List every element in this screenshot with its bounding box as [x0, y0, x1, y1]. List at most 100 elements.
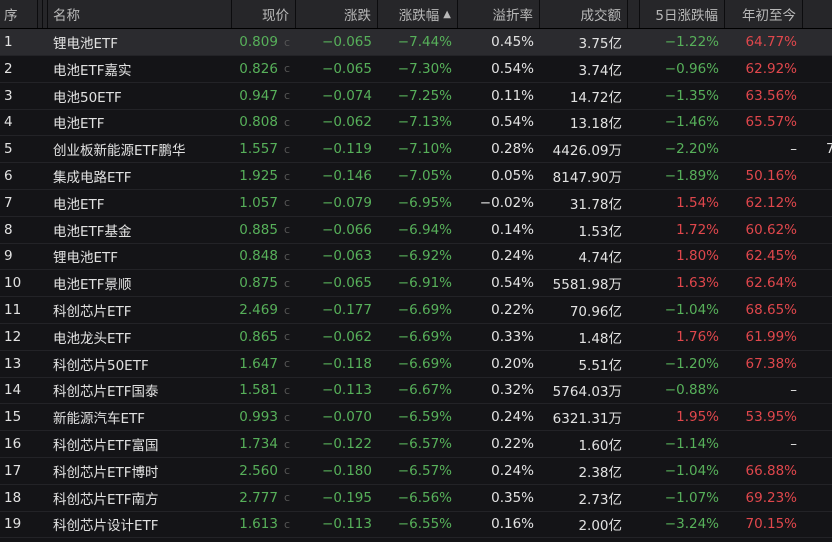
- table-row[interactable]: 1 锂电池ETF 0.809 c −0.065 −7.44% 0.45% 3.75亿 −1.22…: [0, 29, 832, 56]
- row-ytd: 50.16%: [745, 168, 797, 184]
- row-seq: 1: [4, 34, 13, 50]
- row-ytd: 70.15%: [745, 516, 797, 533]
- table-row[interactable]: 11 科创芯片ETF 2.469 c −0.177 −6.69% 0.22% 70.96亿 −1…: [0, 297, 832, 324]
- row-premium: 0.22%: [491, 436, 534, 452]
- row-change: −0.122: [322, 436, 372, 452]
- table-row[interactable]: 10 电池ETF景顺 0.875 c −0.065 −6.91% 0.54% 5581.98万…: [0, 270, 832, 298]
- row-price-value: 1.647: [239, 355, 278, 372]
- row-change-pct: −6.91%: [397, 275, 452, 292]
- row-price-flag: c: [283, 383, 290, 397]
- row-five-day: −1.14%: [664, 436, 719, 452]
- row-price: 1.925 c: [232, 163, 296, 189]
- row-change-pct: −6.92%: [397, 248, 452, 265]
- row-ytd: 69.23%: [745, 489, 797, 506]
- row-price: 0.885 c: [232, 217, 296, 243]
- row-change: −0.066: [322, 221, 372, 238]
- row-change: −0.065: [322, 60, 372, 77]
- row-premium: 0.28%: [491, 141, 534, 158]
- col-five-day[interactable]: 5日涨跌幅: [640, 0, 725, 28]
- sort-ascending-icon: ▲: [443, 8, 451, 20]
- row-change: −0.118: [322, 355, 372, 372]
- table-row[interactable]: 6 集成电路ETF 1.925 c −0.146 −7.05% 0.05% 8147.90万 −…: [0, 163, 832, 190]
- row-volume: 5764.03万: [552, 384, 622, 401]
- row-ytd: 68.65%: [745, 302, 797, 318]
- col-price[interactable]: 现价: [232, 0, 296, 28]
- col-name[interactable]: 名称: [48, 0, 232, 28]
- row-volume: 2.38亿: [578, 464, 622, 481]
- col-volume[interactable]: 成交额: [540, 0, 628, 28]
- row-five-day: −0.88%: [664, 382, 719, 399]
- row-volume: 6321.31万: [552, 411, 622, 428]
- table-row[interactable]: 16 科创芯片ETF富国 1.734 c −0.122 −6.57% 0.22% 1.60亿 −…: [0, 431, 832, 458]
- row-change-pct: −7.10%: [397, 141, 452, 158]
- table-row[interactable]: 4 电池ETF 0.808 c −0.062 −7.13% 0.54% 13.18亿 −1.46…: [0, 109, 832, 137]
- col-price-label: 现价: [262, 8, 289, 24]
- row-change-pct: −6.55%: [397, 516, 452, 533]
- row-ytd: 62.45%: [745, 248, 797, 265]
- table-row[interactable]: 13 科创芯片50ETF 1.647 c −0.118 −6.69% 0.20% 5.51亿 −…: [0, 351, 832, 378]
- table-row[interactable]: 2 电池ETF嘉实 0.826 c −0.065 −7.30% 0.54% 3.74亿 −0.9…: [0, 56, 832, 83]
- table-row[interactable]: 18 科创芯片ETF南方 2.777 c −0.195 −6.56% 0.35% 2.73亿 −…: [0, 485, 832, 512]
- row-seq: 5: [4, 141, 13, 158]
- row-price: 0.993 c: [232, 404, 296, 430]
- row-volume: 3.74亿: [578, 62, 622, 79]
- col-premium[interactable]: 溢折率: [458, 0, 540, 28]
- table-row[interactable]: 14 科创芯片ETF国泰 1.581 c −0.113 −6.67% 0.32% 5764.0…: [0, 377, 832, 405]
- table-row[interactable]: 3 电池50ETF 0.947 c −0.074 −7.25% 0.11% 14.72亿 −1.…: [0, 83, 832, 110]
- row-name: 科创芯片ETF富国: [53, 438, 159, 454]
- row-name: 科创芯片ETF南方: [53, 491, 159, 508]
- table-row[interactable]: 8 电池ETF基金 0.885 c −0.066 −6.94% 0.14% 1.53亿 1.72…: [0, 217, 832, 244]
- row-premium: 0.54%: [491, 60, 534, 77]
- row-change-pct: −6.57%: [397, 462, 452, 479]
- row-price-flag: c: [283, 249, 290, 263]
- row-change: −0.180: [322, 462, 372, 479]
- table-row[interactable]: 19 科创芯片设计ETF 1.613 c −0.113 −6.55% 0.16% 2.00亿 −…: [0, 511, 832, 539]
- table-row[interactable]: 15 新能源汽车ETF 0.993 c −0.070 −6.59% 0.24% 6321.31…: [0, 404, 832, 432]
- row-ytd: –: [790, 382, 797, 399]
- row-change-pct: −6.59%: [397, 409, 452, 426]
- col-change-pct[interactable]: 涨跌幅 ▲: [378, 0, 458, 28]
- row-volume: 1.48亿: [578, 330, 622, 347]
- row-ytd: 63.56%: [745, 87, 797, 104]
- row-seq: 3: [4, 87, 13, 104]
- row-change: −0.177: [322, 302, 372, 318]
- column-divider[interactable]: [628, 0, 640, 28]
- row-price: 1.647 c: [232, 351, 296, 377]
- col-premium-label: 溢折率: [492, 8, 534, 24]
- row-volume: 13.18亿: [569, 116, 622, 133]
- col-more[interactable]: [803, 0, 832, 28]
- row-volume: 8147.90万: [552, 170, 622, 186]
- row-name: 电池龙头ETF: [53, 330, 132, 347]
- row-ytd: 60.62%: [745, 221, 797, 238]
- table-row[interactable]: 9 锂电池ETF 0.848 c −0.063 −6.92% 0.24% 4.74亿 1.80%…: [0, 243, 832, 271]
- row-ytd: 62.12%: [745, 194, 797, 211]
- col-change[interactable]: 涨跌: [296, 0, 378, 28]
- row-change: −0.146: [322, 168, 372, 184]
- row-change: −0.070: [322, 409, 372, 426]
- row-change-pct: −6.95%: [397, 194, 452, 211]
- row-price-value: 1.734: [239, 436, 278, 452]
- row-five-day: −1.20%: [664, 355, 719, 372]
- table-row[interactable]: 17 科创芯片ETF博时 2.560 c −0.180 −6.57% 0.24% 2.38亿 −…: [0, 458, 832, 485]
- row-premium: 0.54%: [491, 114, 534, 131]
- col-seq[interactable]: 序: [0, 0, 38, 28]
- column-divider[interactable]: [43, 0, 48, 28]
- row-price-flag: c: [283, 169, 290, 183]
- row-price-value: 0.865: [239, 328, 278, 345]
- row-volume: 1.60亿: [578, 438, 622, 454]
- row-volume: 3.75亿: [578, 36, 622, 52]
- table-row[interactable]: 5 创业板新能源ETF鹏华 1.557 c −0.119 −7.10% 0.28% 4426.…: [0, 136, 832, 164]
- row-premium: 0.16%: [491, 516, 534, 533]
- row-price: 0.865 c: [232, 324, 296, 350]
- col-ytd[interactable]: 年初至今: [725, 0, 803, 28]
- table-row[interactable]: 12 电池龙头ETF 0.865 c −0.062 −6.69% 0.33% 1.48亿 1.7…: [0, 324, 832, 351]
- table-row[interactable]: 7 电池ETF 1.057 c −0.079 −6.95% −0.02% 31.78亿 1.54…: [0, 190, 832, 217]
- row-premium: 0.24%: [491, 409, 534, 426]
- row-five-day: 1.54%: [676, 194, 719, 211]
- row-extra-cut: 7: [826, 141, 832, 158]
- column-divider[interactable]: [38, 0, 43, 28]
- row-five-day: −1.22%: [664, 34, 719, 50]
- row-change-pct: −7.44%: [397, 34, 452, 50]
- row-premium: 0.33%: [491, 328, 534, 345]
- row-change-pct: −6.69%: [397, 328, 452, 345]
